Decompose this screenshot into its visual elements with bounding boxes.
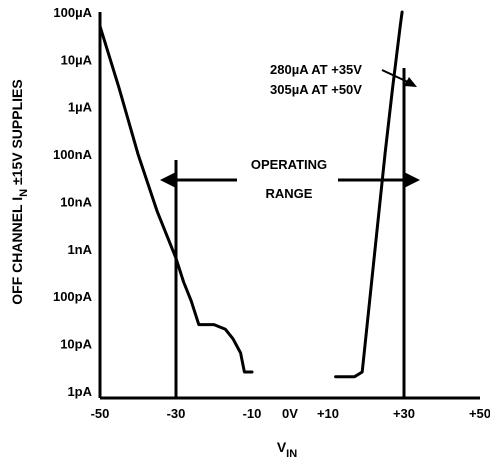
operating-range-arrow-left [160,172,237,188]
y-tick-label: 10µA [61,52,93,67]
y-tick-label: 100pA [53,289,93,304]
limit-note-line1: 280µA AT +35V [270,62,362,77]
x-tick-label: -10 [243,406,262,421]
operating-range-label-line2: RANGE [266,186,313,201]
y-tick-label: 100µA [53,5,92,20]
x-tick-label: +10 [317,406,339,421]
operating-range-label-line1: OPERATING [251,157,327,172]
y-tick-label: 1µA [68,100,93,115]
y-tick-label: 10pA [60,337,92,352]
vertical-lines-layer [174,68,406,398]
y-axis-label: OFF CHANNEL IN ±15V SUPPLIES [9,79,30,304]
x-tick-label: +30 [393,406,415,421]
limit-note-pointer-arrow [381,69,417,87]
y-tick-label: 1pA [67,384,92,399]
x-tick-label: -30 [167,406,186,421]
x-axis-label: VIN [277,439,297,460]
operating-range-arrow-right [338,172,420,188]
x-tick-label: 0V [282,406,298,421]
ticks-layer: 100µA 10µA 1µA 100nA 10nA 1nA 100pA 10pA 1pA -50 -… [53,5,490,421]
y-tick-label: 10nA [60,194,92,209]
limit-note-line2: 305µA AT +50V [270,82,362,97]
x-tick-label: -50 [91,406,110,421]
y-tick-label: 1nA [67,242,92,257]
series-layer [98,10,404,379]
leakage-curve [334,10,404,379]
x-tick-label: +50 [469,406,490,421]
plot-frame [98,12,480,400]
y-tick-label: 100nA [53,147,93,162]
leakage-curve [98,24,254,374]
